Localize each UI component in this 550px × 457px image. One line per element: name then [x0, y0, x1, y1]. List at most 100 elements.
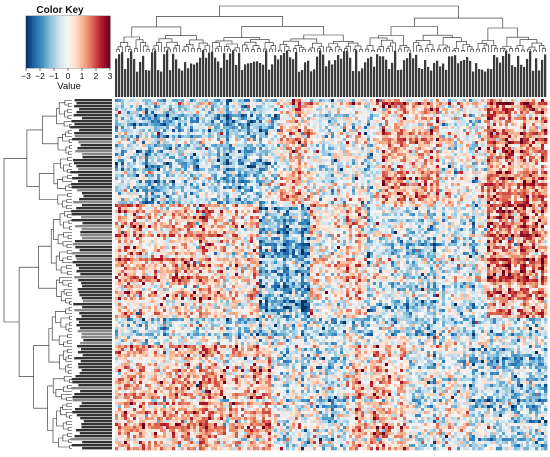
heatmap-cell	[349, 132, 353, 136]
heatmap-cell	[505, 99, 509, 103]
heatmap-cell	[406, 135, 410, 139]
heatmap-cell	[337, 102, 341, 106]
heatmap-cell	[346, 117, 350, 121]
heatmap-cell	[223, 144, 227, 148]
heatmap-cell	[370, 114, 374, 118]
heatmap-cell	[400, 168, 404, 172]
heatmap-cell	[334, 189, 338, 193]
heatmap-cell	[412, 183, 416, 187]
heatmap-cell	[190, 180, 194, 184]
heatmap-cell	[346, 120, 350, 124]
heatmap-cell	[328, 144, 332, 148]
heatmap-cell	[448, 120, 452, 124]
row-dendrogram-branch	[69, 226, 72, 230]
heatmap-cell	[193, 135, 197, 139]
column-dendrogram-branch	[326, 46, 332, 52]
heatmap-cell	[340, 165, 344, 169]
heatmap-cell	[181, 111, 185, 115]
heatmap-cell	[439, 129, 443, 133]
heatmap-cell	[178, 153, 182, 157]
heatmap-cell	[298, 108, 302, 112]
row-dendrogram-branch	[66, 205, 72, 209]
heatmap-cell	[133, 186, 137, 190]
heatmap-cell	[157, 135, 161, 139]
heatmap-cell	[448, 183, 452, 187]
heatmap-cell	[418, 162, 422, 166]
heatmap-cell	[160, 129, 164, 133]
heatmap-cell	[523, 117, 527, 121]
heatmap-cell	[412, 117, 416, 121]
heatmap-cell	[397, 171, 401, 175]
color-key-swatch	[76, 16, 79, 68]
heatmap-cell	[310, 180, 314, 184]
heatmap-cell	[511, 102, 515, 106]
heatmap-cell	[415, 141, 419, 145]
heatmap-cell	[493, 102, 497, 106]
heatmap-cell	[292, 129, 296, 133]
heatmap-cell	[199, 165, 203, 169]
heatmap-cell	[433, 147, 437, 151]
heatmap-cell	[364, 153, 368, 157]
heatmap-cell	[403, 117, 407, 121]
heatmap-cell	[391, 153, 395, 157]
heatmap-cell	[250, 123, 254, 127]
heatmap-cell	[169, 120, 173, 124]
column-dendrogram-branch	[204, 45, 210, 52]
heatmap-cell	[466, 132, 470, 136]
heatmap-cell	[145, 153, 149, 157]
heatmap-cell	[469, 129, 473, 133]
heatmap-cell	[379, 159, 383, 163]
heatmap-cell	[271, 174, 275, 178]
heatmap-cell	[268, 150, 272, 154]
heatmap-cell	[382, 153, 386, 157]
heatmap-cell	[337, 147, 341, 151]
heatmap-cell	[250, 147, 254, 151]
heatmap-cell	[382, 183, 386, 187]
heatmap-cell	[229, 162, 233, 166]
heatmap-cell	[274, 117, 278, 121]
row-label-bar	[79, 294, 112, 297]
row-label-bar	[75, 240, 112, 243]
heatmap-cell	[199, 129, 203, 133]
heatmap-cell	[397, 165, 401, 169]
heatmap-cell	[334, 150, 338, 154]
heatmap-cell	[376, 156, 380, 160]
heatmap-cell	[208, 123, 212, 127]
heatmap-cell	[364, 171, 368, 175]
heatmap-cell	[205, 102, 209, 106]
heatmap-cell	[247, 174, 251, 178]
heatmap-cell	[214, 165, 218, 169]
heatmap-cell	[403, 186, 407, 190]
heatmap-cell	[391, 141, 395, 145]
heatmap-cell	[421, 123, 425, 127]
heatmap-cell	[355, 105, 359, 109]
heatmap-cell	[232, 102, 236, 106]
heatmap-cell	[310, 120, 314, 124]
row-label-bar	[77, 330, 112, 333]
heatmap-cell	[433, 177, 437, 181]
heatmap-cell	[367, 108, 371, 112]
heatmap-cell	[199, 132, 203, 136]
heatmap-cell	[127, 123, 131, 127]
column-label-bar	[322, 54, 325, 97]
heatmap-cell	[535, 162, 539, 166]
heatmap-cell	[154, 114, 158, 118]
heatmap-cell	[163, 123, 167, 127]
heatmap-cell	[403, 183, 407, 187]
heatmap-cell	[544, 186, 548, 190]
heatmap-cell	[454, 108, 458, 112]
heatmap-cell	[265, 144, 269, 148]
heatmap-cell	[358, 141, 362, 145]
heatmap-cell	[463, 165, 467, 169]
heatmap-cell	[202, 135, 206, 139]
row-dendrogram-branch	[69, 316, 72, 320]
heatmap-cell	[319, 141, 323, 145]
heatmap-cell	[184, 120, 188, 124]
heatmap-cell	[439, 120, 443, 124]
heatmap-cell	[187, 147, 191, 151]
heatmap-cell	[241, 117, 245, 121]
heatmap-cell	[247, 141, 251, 145]
heatmap-cell	[328, 123, 332, 127]
row-dendrogram-branch	[67, 214, 72, 218]
heatmap-cell	[196, 99, 200, 103]
